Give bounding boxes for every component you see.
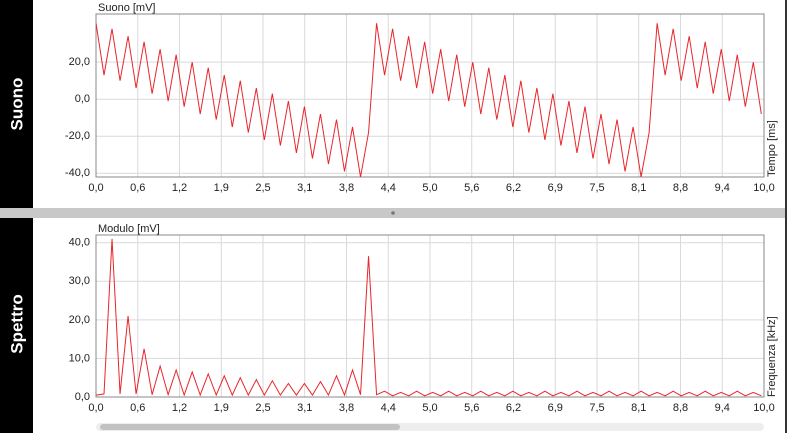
x-axis-label: Frequenza [kHz]	[766, 316, 778, 397]
y-axis-label: Suono [mV]	[98, 2, 155, 14]
x-tick-label: 4,4	[381, 402, 396, 414]
x-tick-label: 6,2	[506, 402, 521, 414]
x-tick-label: 3,8	[339, 402, 354, 414]
x-tick-label: 4,4	[381, 182, 396, 194]
y-axis-label: Modulo [mV]	[98, 223, 160, 235]
y-tick-label: 10,0	[69, 352, 90, 364]
x-tick-label: 1,2	[172, 402, 187, 414]
x-tick-label: 6,2	[506, 182, 521, 194]
x-tick-label: 5,6	[464, 402, 479, 414]
y-tick-label: -20,0	[65, 130, 90, 142]
x-tick-label: 5,6	[464, 182, 479, 194]
x-tick-label: 5,0	[422, 402, 437, 414]
x-tick-label: 5,0	[422, 182, 437, 194]
x-tick-label: 0,6	[130, 402, 145, 414]
x-tick-label: 7,5	[589, 402, 604, 414]
y-tick-label: 40,0	[69, 237, 90, 249]
x-tick-label: 0,6	[130, 182, 145, 194]
sidebar	[0, 218, 33, 433]
x-tick-label: 8,1	[631, 182, 646, 194]
x-tick-label: 1,2	[172, 182, 187, 194]
x-tick-label: 2,5	[255, 182, 270, 194]
x-tick-label: 10,0	[753, 402, 774, 414]
x-tick-label: 6,9	[548, 182, 563, 194]
x-tick-label: 3,8	[339, 182, 354, 194]
x-tick-label: 1,9	[214, 182, 229, 194]
x-tick-label: 0,0	[88, 182, 103, 194]
y-tick-label: 30,0	[69, 275, 90, 287]
signal-line	[96, 23, 762, 177]
y-tick-label: 20,0	[69, 314, 90, 326]
x-tick-label: 8,8	[673, 402, 688, 414]
x-tick-label: 8,1	[631, 402, 646, 414]
scrollbar-thumb[interactable]	[100, 424, 400, 430]
x-tick-label: 9,4	[715, 182, 730, 194]
x-tick-label: 1,9	[214, 402, 229, 414]
panel-title: Spettro	[7, 294, 26, 354]
x-tick-label: 9,4	[715, 402, 730, 414]
x-tick-label: 6,9	[548, 402, 563, 414]
y-tick-label: 0,0	[75, 391, 90, 403]
x-tick-label: 10,0	[753, 182, 774, 194]
window-edge	[785, 0, 787, 433]
panel-title: Suono	[7, 78, 26, 131]
x-tick-label: 7,5	[589, 182, 604, 194]
splitter-handle[interactable]	[391, 211, 395, 215]
x-tick-label: 3,1	[297, 182, 312, 194]
x-axis-label: Tempo [ms]	[766, 120, 778, 177]
plot-frame	[95, 13, 765, 178]
y-tick-label: -40,0	[65, 167, 90, 179]
y-tick-label: 20,0	[69, 56, 90, 68]
plot-frame	[95, 234, 765, 398]
x-tick-label: 8,8	[673, 182, 688, 194]
y-tick-label: 0,0	[75, 93, 90, 105]
sidebar	[0, 0, 33, 208]
signal-line	[96, 238, 762, 397]
x-tick-label: 0,0	[88, 402, 103, 414]
x-tick-label: 2,5	[255, 402, 270, 414]
x-tick-label: 3,1	[297, 402, 312, 414]
